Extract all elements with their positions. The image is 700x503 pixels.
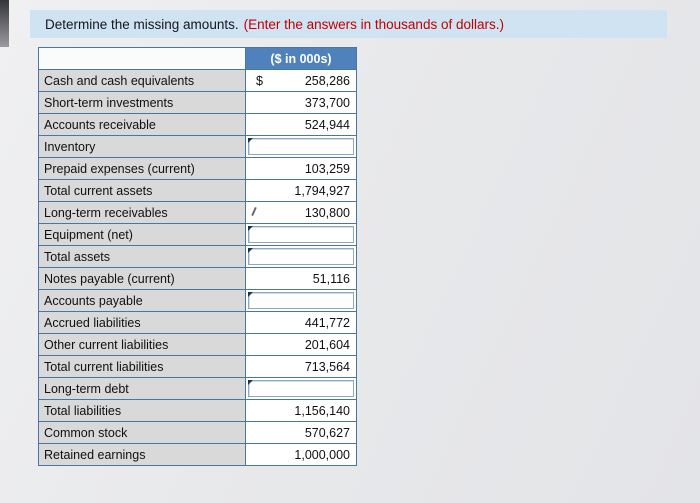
answer-marker-icon [248,248,253,253]
row-label-long-term-debt: Long-term debt [38,377,246,400]
table-row: Total current liabilities 713,564 [38,355,357,378]
table-row: Prepaid expenses (current) 103,259 [38,157,357,180]
answer-marker-icon [248,292,253,297]
answer-marker-icon [248,138,253,143]
row-label-prepaid-expenses-current: Prepaid expenses (current) [38,157,246,180]
value-text: 258,286 [304,73,350,88]
value-cell-retained-earnings: 1,000,000 [245,443,357,466]
table-row: Long-term debt [38,377,357,400]
row-label-total-liabilities: Total liabilities [38,399,246,422]
answer-cell-total-assets [245,245,357,268]
instruction-note: (Enter the answers in thousands of dolla… [243,16,504,32]
value-text: 373,700 [304,95,350,110]
row-label-total-assets: Total assets [38,245,246,268]
row-label-accrued-liabilities: Accrued liabilities [38,311,246,334]
photo-edge-artifact [0,0,9,47]
row-label-short-term-investments: Short-term investments [38,91,246,114]
value-cell-other-current-liabilities: 201,604 [245,333,357,356]
table-row: Other current liabilities 201,604 [38,333,357,356]
answer-input-wrap [248,248,354,265]
answer-input-inventory[interactable] [248,138,354,155]
answer-input-accounts-payable[interactable] [248,292,354,309]
currency-symbol: $ [256,73,263,88]
value-text: 130,800 [304,205,350,220]
row-label-accounts-payable: Accounts payable [38,289,246,312]
value-cell-total-current-liabilities: 713,564 [245,355,357,378]
answer-cell-equipment-net [245,223,357,246]
answer-input-wrap [248,138,354,155]
row-label-total-current-assets: Total current assets [38,179,246,202]
value-cell-accounts-receivable: 524,944 [245,113,357,136]
row-label-cash-and-cash-equivalents: Cash and cash equivalents [38,69,246,92]
row-label-equipment-net: Equipment (net) [38,223,246,246]
answer-cell-inventory [245,135,357,158]
answer-input-wrap [248,292,354,309]
answer-input-total-assets[interactable] [248,248,354,265]
table-header-row: ($ in 000s) [38,47,357,70]
table-row: Accounts payable [38,289,357,312]
table-row: Total liabilities 1,156,140 [38,399,357,422]
answer-marker-icon [248,380,253,385]
table-row: Equipment (net) [38,223,357,246]
answer-cell-accounts-payable [245,289,357,312]
table-row: Common stock 570,627 [38,421,357,444]
value-text: 713,564 [304,359,350,374]
value-text: 441,772 [304,315,350,330]
table-body: Cash and cash equivalents $258,286 Short-t… [38,69,357,466]
table-row: Long-term receivables 130,800 [38,201,357,224]
value-cell-total-liabilities: 1,156,140 [245,399,357,422]
value-cell-notes-payable-current: 51,116 [245,267,357,290]
instruction-text: Determine the missing amounts. [45,16,239,32]
value-text: 570,627 [304,425,350,440]
instruction-bar: Determine the missing amounts. (Enter th… [30,10,667,38]
row-label-accounts-receivable: Accounts receivable [38,113,246,136]
row-label-inventory: Inventory [38,135,246,158]
value-cell-accrued-liabilities: 441,772 [245,311,357,334]
table-row: Cash and cash equivalents $258,286 [38,69,357,92]
balance-sheet-table: ($ in 000s) Cash and cash equivalents $25… [38,47,357,466]
value-text: 1,156,140 [294,403,350,418]
value-text: 1,000,000 [294,447,350,462]
row-label-notes-payable-current: Notes payable (current) [38,267,246,290]
value-text: 103,259 [304,161,350,176]
table-row: Total assets [38,245,357,268]
row-label-retained-earnings: Retained earnings [38,443,246,466]
row-label-long-term-receivables: Long-term receivables [38,201,246,224]
value-column-header: ($ in 000s) [245,47,357,70]
value-cell-cash-and-cash-equivalents: $258,286 [245,69,357,92]
answer-cell-long-term-debt [245,377,357,400]
answer-input-wrap [248,226,354,243]
value-text: 201,604 [304,337,350,352]
value-cell-total-current-assets: 1,794,927 [245,179,357,202]
table-row: Accrued liabilities 441,772 [38,311,357,334]
answer-input-long-term-debt[interactable] [248,380,354,397]
answer-input-equipment-net[interactable] [248,226,354,243]
value-text: 524,944 [304,117,350,132]
value-text: 1,794,927 [294,183,350,198]
value-cell-long-term-receivables: 130,800 [245,201,357,224]
table-row: Total current assets 1,794,927 [38,179,357,202]
value-cell-short-term-investments: 373,700 [245,91,357,114]
answer-marker-icon [248,226,253,231]
table-row: Inventory [38,135,357,158]
table-row: Retained earnings 1,000,000 [38,443,357,466]
row-label-total-current-liabilities: Total current liabilities [38,355,246,378]
table-row: Short-term investments 373,700 [38,91,357,114]
row-label-common-stock: Common stock [38,421,246,444]
row-label-other-current-liabilities: Other current liabilities [38,333,246,356]
table-row: Notes payable (current) 51,116 [38,267,357,290]
table-row: Accounts receivable 524,944 [38,113,357,136]
value-cell-common-stock: 570,627 [245,421,357,444]
answer-input-wrap [248,380,354,397]
blank-header-cell [38,47,246,70]
value-text: 51,116 [312,271,350,286]
value-cell-prepaid-expenses-current: 103,259 [245,157,357,180]
